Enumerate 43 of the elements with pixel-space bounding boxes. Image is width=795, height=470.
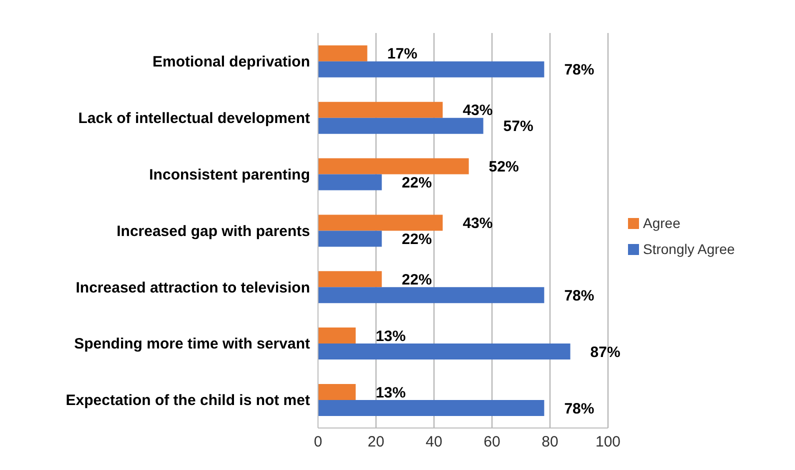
data-label: 43%: [462, 102, 493, 120]
bar: [318, 400, 544, 416]
data-label: 78%: [564, 62, 594, 79]
legend-label: Agree: [643, 214, 680, 230]
bar: [318, 102, 443, 118]
bar: [318, 230, 382, 247]
legend-label: Strongly Agree: [643, 240, 735, 256]
bar: [318, 328, 356, 344]
data-label: 87%: [590, 344, 620, 361]
data-label: 22%: [402, 231, 432, 248]
bar: [318, 384, 356, 400]
y-tick-label: Emotional deprivation: [152, 54, 310, 71]
x-tick-label: 100: [595, 434, 621, 451]
x-tick-label: 0: [314, 434, 322, 451]
y-tick-label: Expectation of the child is not met: [66, 392, 310, 410]
data-label: 78%: [564, 287, 594, 304]
y-tick-label: Spending more time with servant: [74, 336, 310, 353]
x-tick-label: 80: [542, 434, 558, 451]
bar: [318, 61, 544, 78]
bar: [318, 271, 382, 288]
data-label: 52%: [488, 158, 519, 176]
data-label: 13%: [376, 384, 406, 402]
bar: [318, 158, 469, 174]
bar: [318, 344, 570, 360]
bar: [318, 45, 368, 62]
data-label: 57%: [503, 118, 534, 136]
data-label: 43%: [462, 215, 493, 232]
bar: [318, 118, 484, 134]
data-label: 17%: [387, 46, 418, 63]
x-tick-label: 40: [426, 434, 442, 451]
data-label: 22%: [402, 271, 432, 288]
x-tick-label: 20: [368, 434, 384, 451]
bar: [318, 287, 544, 304]
y-tick-label: Increased gap with parents: [116, 222, 310, 240]
bar: [318, 174, 382, 190]
x-tick-label: 60: [484, 434, 500, 451]
data-label: 78%: [564, 400, 594, 418]
data-label: 22%: [402, 174, 432, 192]
bar: [318, 214, 443, 231]
y-tick-label: Lack of intellectual development: [78, 110, 310, 127]
data-label: 13%: [376, 328, 406, 345]
y-tick-label: Inconsistent parenting: [149, 166, 310, 184]
y-tick-label: Increased attraction to television: [76, 279, 310, 296]
